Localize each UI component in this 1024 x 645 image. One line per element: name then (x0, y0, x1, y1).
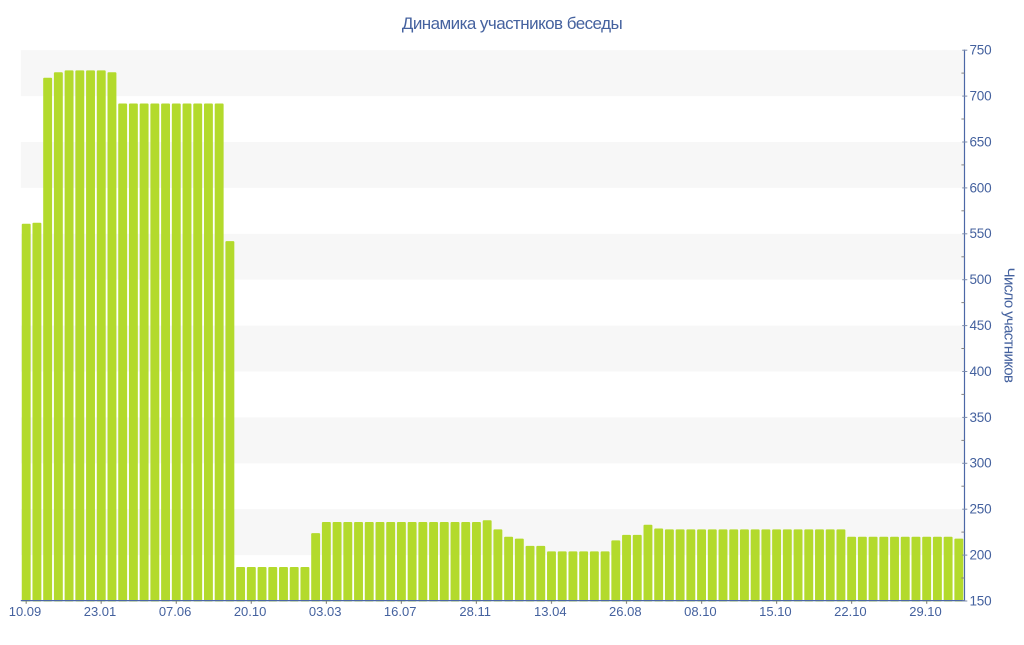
svg-text:10.09: 10.09 (9, 604, 42, 619)
svg-text:28.11: 28.11 (459, 604, 491, 619)
svg-text:08.10: 08.10 (684, 604, 717, 619)
svg-text:Число участников: Число участников (1001, 268, 1018, 383)
svg-text:350: 350 (970, 410, 992, 425)
svg-text:26.08: 26.08 (609, 604, 642, 619)
svg-text:13.04: 13.04 (534, 604, 567, 619)
svg-text:650: 650 (970, 134, 992, 149)
svg-text:200: 200 (970, 548, 992, 563)
svg-text:150: 150 (970, 593, 992, 608)
svg-text:250: 250 (970, 502, 992, 517)
svg-text:600: 600 (970, 180, 992, 195)
svg-text:500: 500 (970, 272, 992, 287)
svg-text:550: 550 (970, 226, 992, 241)
svg-text:03.03: 03.03 (309, 604, 342, 619)
svg-text:07.06: 07.06 (159, 604, 192, 619)
svg-text:700: 700 (970, 89, 992, 104)
svg-text:23.01: 23.01 (84, 604, 117, 619)
svg-text:400: 400 (970, 364, 992, 379)
svg-text:Динамика участников беседы: Динамика участников беседы (402, 14, 623, 33)
svg-text:22.10: 22.10 (834, 604, 867, 619)
svg-text:16.07: 16.07 (384, 604, 417, 619)
svg-text:20.10: 20.10 (234, 604, 267, 619)
svg-text:750: 750 (970, 43, 992, 58)
svg-text:300: 300 (970, 456, 992, 471)
svg-text:15.10: 15.10 (759, 604, 792, 619)
svg-text:29.10: 29.10 (909, 604, 942, 619)
svg-text:450: 450 (970, 318, 992, 333)
